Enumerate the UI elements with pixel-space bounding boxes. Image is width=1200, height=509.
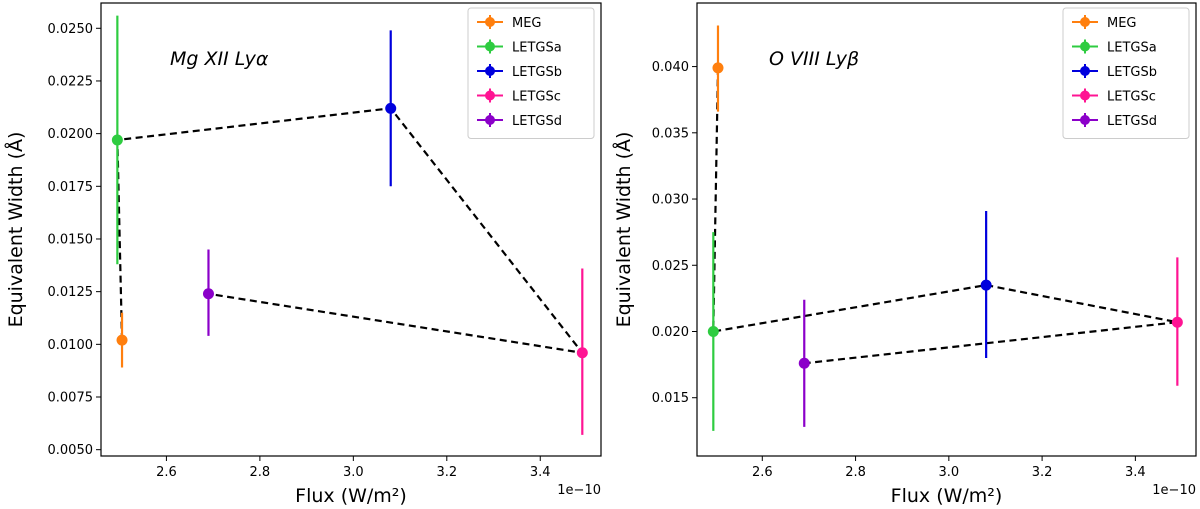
- legend-box: [1062, 7, 1190, 139]
- dashed-connector-line: [712, 67, 1178, 365]
- x-tick-label: 3.4: [530, 465, 551, 480]
- data-point-letgsa: [111, 134, 123, 146]
- x-tick-label: 3.2: [1032, 465, 1053, 480]
- data-point-letgsc: [1171, 316, 1183, 328]
- y-tick-label: 0.015: [652, 391, 689, 406]
- data-point-letgsa: [707, 325, 719, 337]
- y-tick-label: 0.0125: [48, 285, 94, 300]
- legend-marker-letgsb: [1080, 66, 1090, 76]
- y-tick-label: 0.0150: [48, 232, 94, 247]
- legend-marker-letgsa: [485, 41, 495, 52]
- x-axis-label: Flux (W/m²): [891, 485, 1003, 507]
- x-tick-label: 3.0: [938, 465, 959, 480]
- x-tick-label: 3.0: [343, 465, 364, 480]
- legend-label-letgsd: LETGSd: [512, 114, 562, 129]
- x-tick-label: 3.2: [436, 465, 457, 480]
- legend-marker-meg: [485, 17, 495, 27]
- legend-label-letgsb: LETGSb: [512, 65, 562, 80]
- y-tick-label: 0.0200: [48, 127, 94, 142]
- y-axis-label: Equivalent Width (Å): [612, 132, 635, 328]
- legend-marker-meg: [1080, 17, 1090, 27]
- legend-label-meg: MEG: [1107, 16, 1137, 31]
- legend-marker-letgsc: [1080, 90, 1090, 101]
- x-offset-label: 1e−10: [1152, 483, 1196, 498]
- line-annotation: O VIII Lyβ: [769, 48, 859, 70]
- legend-label-letgsc: LETGSc: [1107, 90, 1156, 105]
- legend-marker-letgsc: [485, 90, 495, 101]
- legend-marker-letgsa: [1080, 41, 1090, 52]
- x-tick-label: 2.8: [845, 465, 866, 480]
- data-point-letgsd: [202, 288, 214, 300]
- data-point-meg: [116, 334, 128, 346]
- y-tick-label: 0.025: [652, 259, 689, 274]
- y-tick-label: 0.0100: [48, 338, 94, 353]
- legend-label-letgsc: LETGSc: [512, 90, 561, 105]
- data-point-letgsb: [385, 102, 397, 114]
- chart-panel-2: 2.6 2.8 3.0 3.2 3.4 0.015 0.020 0.025 0.030 0.035…: [612, 2, 1197, 507]
- x-tick-label: 2.6: [156, 465, 177, 480]
- chart-panel-1: 2.6 2.8 3.0 3.2 3.4 0.0050 0.0075 0.0100 0.0125 0…: [4, 2, 602, 507]
- y-tick-label: 0.0175: [48, 180, 94, 195]
- dashed-connector-line: [116, 107, 585, 355]
- plot-frame: [100, 2, 602, 457]
- y-tick-label: 0.020: [652, 325, 689, 340]
- legend-marker-letgsb: [485, 66, 495, 76]
- legend-marker-letgsd: [1080, 115, 1090, 125]
- legend: MEG LETGSa LETGSb LETGSc LETGSd: [1062, 7, 1190, 139]
- legend-label-meg: MEG: [512, 16, 542, 31]
- data-point-letgsb: [980, 279, 992, 291]
- y-tick-label: 0.030: [652, 193, 689, 208]
- y-tick-label: 0.0225: [48, 74, 94, 89]
- y-tick-label: 0.0250: [48, 22, 94, 37]
- data-point-meg: [712, 62, 724, 74]
- plot-frame: [696, 2, 1197, 457]
- y-tick-label: 0.035: [652, 126, 689, 141]
- y-tick-label: 0.040: [652, 60, 689, 75]
- legend-label-letgsd: LETGSd: [1107, 114, 1157, 129]
- x-axis-label: Flux (W/m²): [295, 485, 407, 507]
- data-point-letgsc: [576, 347, 588, 359]
- legend-label-letgsa: LETGSa: [1107, 41, 1157, 56]
- data-point-letgsd: [798, 357, 810, 369]
- line-annotation: Mg XII Lyα: [170, 48, 269, 70]
- legend: MEG LETGSa LETGSb LETGSc LETGSd: [467, 7, 595, 139]
- y-tick-label: 0.0075: [48, 391, 94, 406]
- legend-label-letgsb: LETGSb: [1107, 65, 1157, 80]
- legend-label-letgsa: LETGSa: [512, 41, 562, 56]
- y-axis-label: Equivalent Width (Å): [4, 132, 27, 328]
- legend-marker-letgsd: [485, 115, 495, 125]
- x-tick-label: 2.6: [752, 465, 773, 480]
- legend-box: [467, 7, 595, 139]
- y-tick-label: 0.0050: [48, 443, 94, 458]
- x-offset-label: 1e−10: [557, 483, 601, 498]
- x-tick-label: 2.8: [250, 465, 271, 480]
- x-tick-label: 3.4: [1125, 465, 1146, 480]
